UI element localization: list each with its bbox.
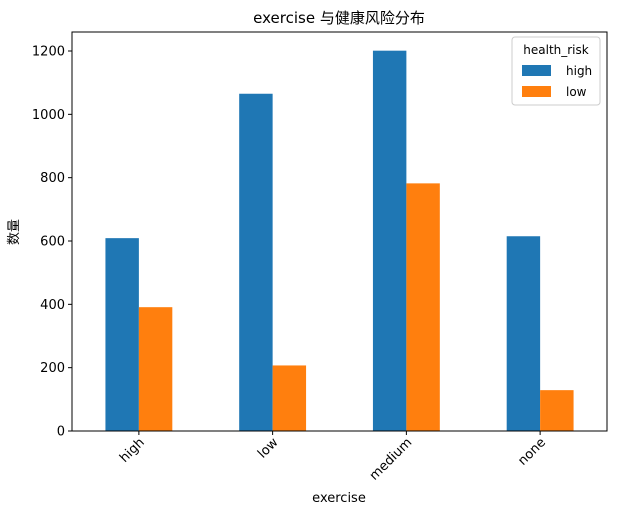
legend-label-high: high <box>566 64 592 78</box>
y-tick-label: 600 <box>40 235 65 250</box>
legend-label-low: low <box>566 85 587 99</box>
legend-swatch-high <box>522 65 551 76</box>
bar-medium-low <box>406 183 440 431</box>
y-axis: 0 200 400 600 800 1000 1200 <box>32 45 72 440</box>
legend: health_risk high low <box>511 36 601 106</box>
bars-layer <box>105 50 574 432</box>
bar-none-low <box>540 390 574 431</box>
y-tick-label: 800 <box>40 171 65 186</box>
bar-low-low <box>272 365 307 431</box>
bar-low-high <box>239 93 273 431</box>
x-axis-label: exercise <box>312 491 366 506</box>
x-tick-label-medium: medium <box>367 435 415 483</box>
legend-swatch-low <box>522 86 551 97</box>
x-tick-label-high: high <box>117 435 148 466</box>
bar-none-high <box>506 236 541 431</box>
chart-title: exercise 与健康风险分布 <box>253 9 425 27</box>
bar-medium-high <box>372 50 407 432</box>
y-tick-label: 1000 <box>32 108 65 123</box>
legend-title: health_risk <box>523 43 589 57</box>
y-tick-label: 400 <box>40 298 65 313</box>
x-tick-label-low: low <box>255 435 282 462</box>
plot-frame <box>71 31 608 432</box>
x-axis: high low medium none <box>117 431 549 484</box>
y-axis-label: 数量 <box>7 219 22 245</box>
x-tick-label-none: none <box>515 435 549 469</box>
bar-high-low <box>138 307 173 431</box>
y-tick-label: 200 <box>40 361 65 376</box>
y-tick-label: 0 <box>57 425 65 440</box>
y-tick-label: 1200 <box>32 45 65 60</box>
bar-high-high <box>105 238 139 431</box>
